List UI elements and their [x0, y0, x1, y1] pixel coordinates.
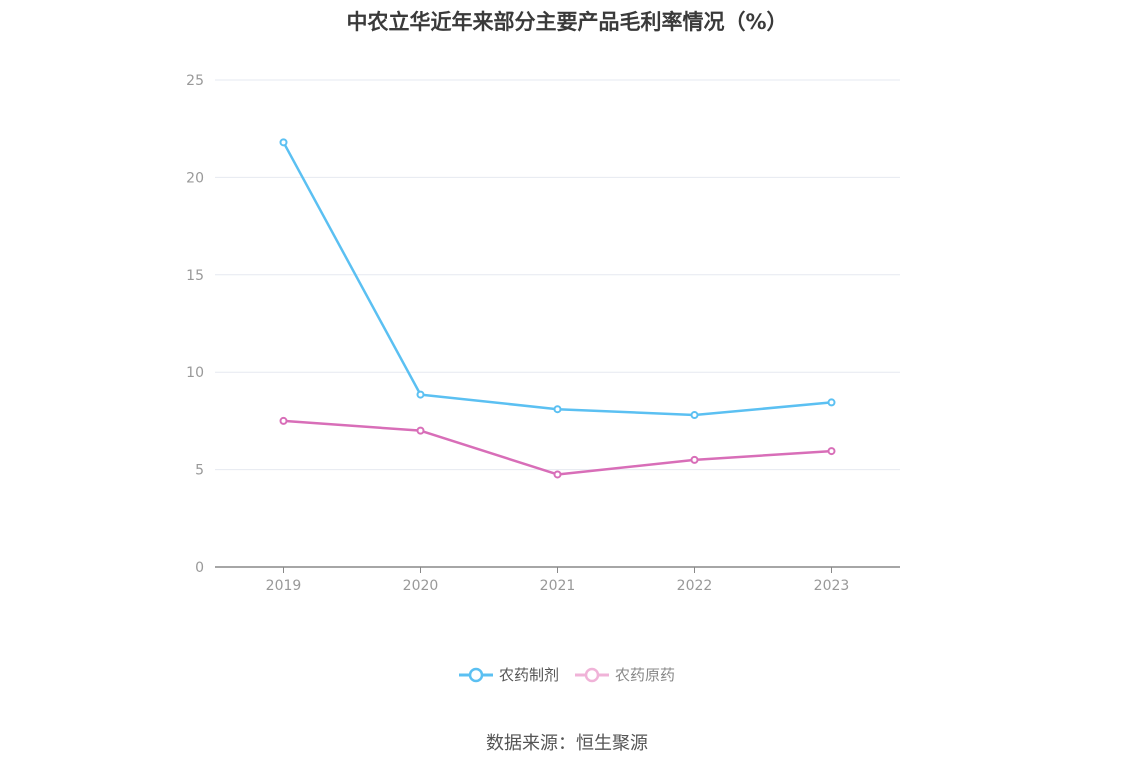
data-point-series0-2023[interactable]	[827, 398, 836, 407]
y-tick-label: 20	[186, 170, 204, 186]
legend-marker-technical-icon	[575, 667, 609, 682]
x-tick-label: 2021	[540, 578, 576, 594]
y-tick-label: 5	[195, 463, 204, 479]
data-point-series0-2021[interactable]	[553, 405, 562, 414]
data-point-series0-2019[interactable]	[279, 138, 288, 147]
data-point-series0-2022[interactable]	[690, 411, 699, 420]
x-tick-label: 2020	[403, 578, 439, 594]
x-tick-label: 2023	[814, 578, 850, 594]
data-point-series0-2020[interactable]	[416, 390, 425, 399]
series-group	[279, 138, 836, 479]
data-point-series1-2019[interactable]	[279, 416, 288, 425]
x-tick-label: 2019	[266, 578, 302, 594]
chart-title: 中农立华近年来部分主要产品毛利率情况（%）	[346, 10, 788, 34]
legend-item-technical[interactable]: 农药原药	[575, 664, 675, 685]
x-axis: 2019 2020 2021 2022 2023	[215, 566, 900, 594]
grid-lines	[215, 79, 900, 471]
legend-label-technical: 农药原药	[615, 666, 676, 684]
y-tick-label: 25	[186, 73, 204, 89]
data-point-series1-2021[interactable]	[553, 470, 562, 479]
y-axis-ticks: 0 5 10 15 20 25	[186, 73, 204, 576]
data-point-series1-2022[interactable]	[690, 455, 699, 464]
legend-label-formulation: 农药制剂	[498, 666, 559, 684]
y-tick-label: 15	[186, 268, 204, 284]
legend-item-formulation[interactable]: 农药制剂	[458, 664, 559, 685]
series-line-0	[282, 141, 832, 417]
data-source: 数据来源：恒生聚源	[486, 733, 648, 754]
x-tick-label: 2022	[677, 578, 713, 594]
legend: 农药制剂 农药原药	[0, 664, 1134, 685]
data-point-series1-2023[interactable]	[827, 447, 836, 456]
y-tick-label: 0	[195, 560, 204, 576]
y-tick-label: 10	[186, 365, 204, 381]
series-line-1	[283, 419, 832, 476]
data-point-series1-2020[interactable]	[416, 426, 425, 435]
legend-marker-formulation-icon	[458, 667, 493, 682]
